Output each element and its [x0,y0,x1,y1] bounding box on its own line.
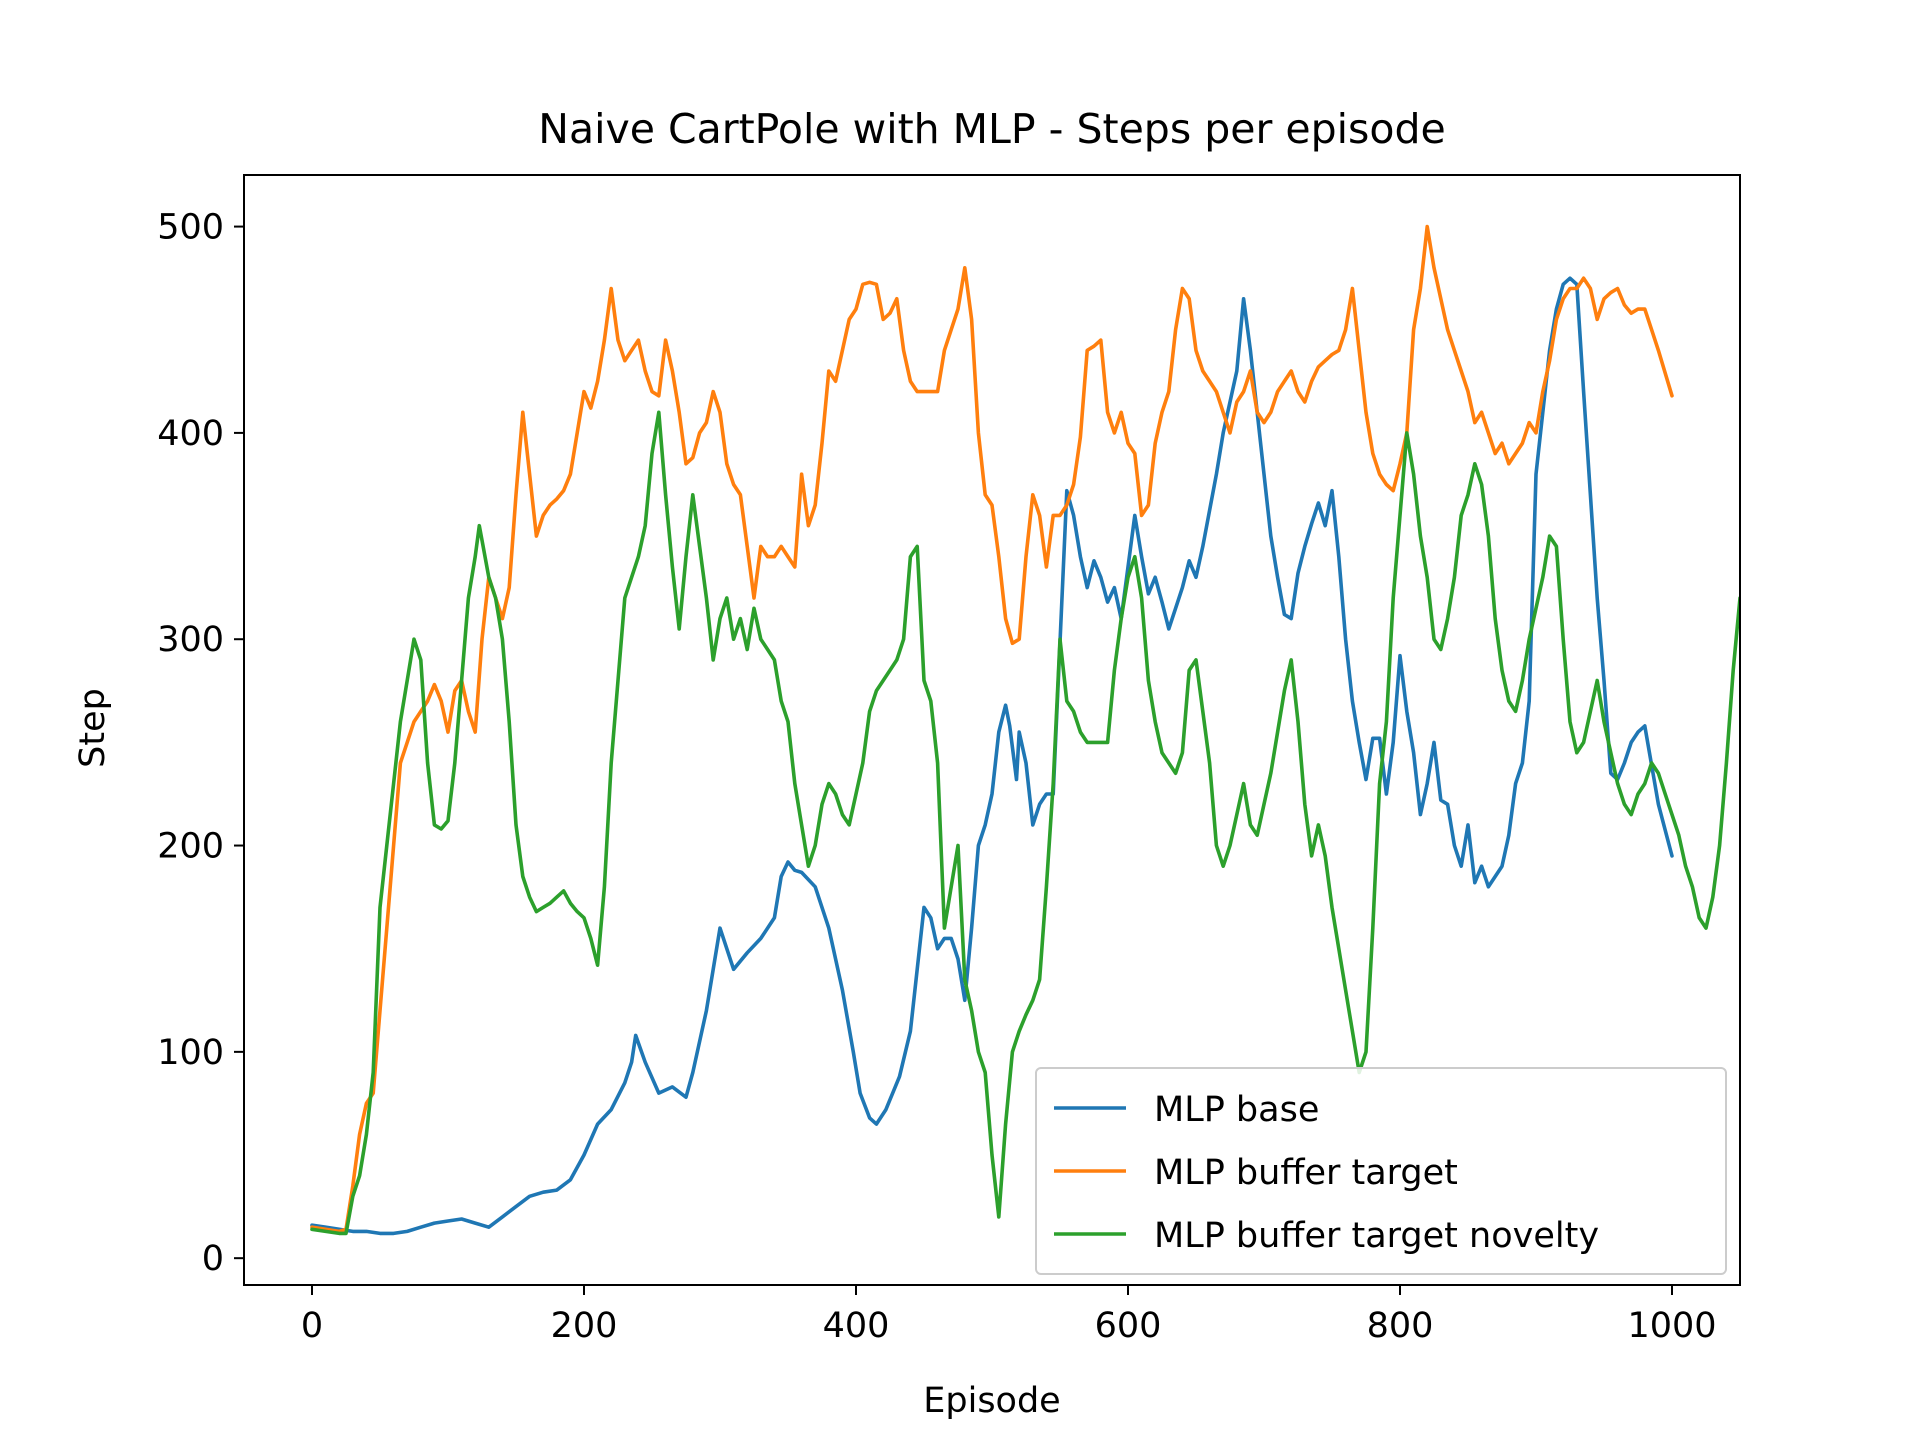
legend: MLP base MLP buffer target MLP buffer targ… [1035,1067,1727,1275]
series-line-3 [310,410,1740,1236]
plot-area: 0 200 400 600 800 1000 0 100 200 300 400 500 [157,174,1741,1346]
x-tick-label: 0 [301,1306,323,1346]
chart-title: Naive CartPole with MLP - Steps per epis… [538,105,1445,153]
y-tick-label: 200 [157,827,224,867]
x-tick-label: 1000 [1627,1306,1716,1346]
x-tick-label: 600 [1095,1306,1162,1346]
y-axis-label: Step [73,688,113,768]
series-line-1 [310,276,1674,1236]
legend-label-3: MLP buffer target novelty [1154,1216,1599,1256]
axes-frame [243,174,1741,1286]
legend-label-2: MLP buffer target [1154,1153,1458,1193]
y-tick-label: 500 [157,208,224,248]
y-tick-label: 400 [157,414,224,454]
series-line-2 [310,224,1674,1234]
legend-box [1035,1067,1727,1275]
y-tick-label: 300 [157,620,224,660]
x-tick-label: 400 [823,1306,890,1346]
x-tick-label: 800 [1367,1306,1434,1346]
x-axis-label: Episode [923,1381,1060,1421]
x-tick-label: 200 [551,1306,618,1346]
legend-label-1: MLP base [1154,1090,1319,1130]
y-tick-label: 100 [157,1033,224,1073]
y-tick-label: 0 [202,1239,224,1279]
